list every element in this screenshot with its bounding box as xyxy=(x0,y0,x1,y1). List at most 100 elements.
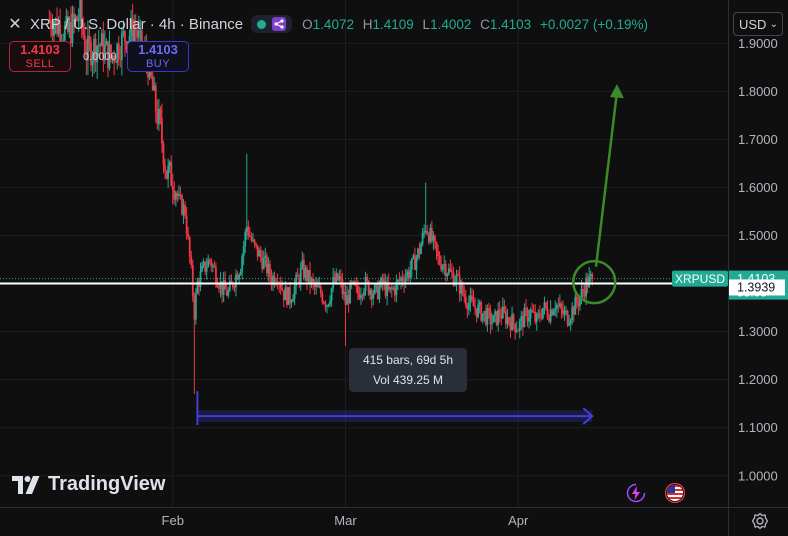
candle-body xyxy=(205,267,208,272)
candle-body xyxy=(301,260,304,268)
candle-body xyxy=(290,301,293,304)
candle-body xyxy=(233,287,236,289)
candle-body xyxy=(344,291,347,305)
candle-series xyxy=(48,0,594,395)
candle-body xyxy=(430,227,433,241)
horizontal-line[interactable] xyxy=(0,278,728,285)
candle-body xyxy=(80,0,83,25)
time-tick-label: Apr xyxy=(508,513,529,528)
candle-body xyxy=(400,277,402,282)
candle-body xyxy=(554,308,557,312)
measure-volume: Vol 439.25 M xyxy=(372,373,444,387)
settings-gear-icon[interactable] xyxy=(751,512,769,530)
candle-body xyxy=(447,268,450,274)
candle-body xyxy=(491,322,493,325)
candle-body xyxy=(256,244,259,257)
price-axis[interactable]: 1.90001.80001.70001.60001.50001.40001.30… xyxy=(728,0,778,536)
candle-body xyxy=(77,19,80,21)
sell-button[interactable]: 1.4103 SELL xyxy=(9,41,71,72)
candle-body xyxy=(333,276,336,283)
candle-body xyxy=(231,282,234,288)
candle-body xyxy=(289,287,291,304)
candle-body xyxy=(381,277,384,284)
close-icon[interactable]: ✕ xyxy=(8,16,22,33)
crosshair-price-tag xyxy=(729,279,785,296)
candle-body xyxy=(90,42,92,66)
tradingview-logo-text: TradingView xyxy=(48,473,166,495)
trend-arrow-line xyxy=(594,91,619,267)
candle-body xyxy=(108,44,111,69)
candle-body xyxy=(153,85,156,91)
candle-body xyxy=(361,295,364,297)
candle-body xyxy=(105,41,108,46)
candle-body xyxy=(517,330,520,332)
candle-body xyxy=(457,274,459,276)
candle-body xyxy=(369,290,372,295)
status-indicators[interactable] xyxy=(251,15,293,33)
candle-body xyxy=(298,276,301,284)
symbol-tag xyxy=(672,270,728,287)
candle-body xyxy=(73,13,75,21)
trend-arrow[interactable] xyxy=(572,84,624,305)
candle-body xyxy=(76,16,79,21)
change-value: +0.0027 (+0.19%) xyxy=(539,16,649,32)
time-tick-label: Feb xyxy=(162,513,184,528)
time-tick-label: Mar xyxy=(334,513,357,528)
candle-body xyxy=(168,161,171,167)
candle-body xyxy=(74,16,77,21)
candle-body xyxy=(191,265,194,297)
lightning-icon[interactable] xyxy=(626,483,646,503)
candle-body xyxy=(122,31,125,33)
candle-body xyxy=(165,170,168,179)
candle-body xyxy=(434,235,436,242)
tradingview-logo[interactable]: TradingView xyxy=(12,473,165,496)
candle-body xyxy=(287,287,290,305)
us-flag-icon[interactable] xyxy=(665,483,685,503)
buy-button[interactable]: 1.4103 BUY xyxy=(127,41,189,72)
candle-body xyxy=(534,311,537,322)
candle-body xyxy=(492,315,495,323)
measure-tooltip: 415 bars, 69d 5h Vol 439.25 M xyxy=(349,348,467,392)
candle-body xyxy=(228,280,231,291)
measure-bars: 415 bars, 69d 5h xyxy=(362,353,454,367)
candle-body xyxy=(409,269,412,278)
candle-body xyxy=(497,309,500,325)
candle-body xyxy=(501,306,504,319)
candle-body xyxy=(199,271,202,287)
candle-body xyxy=(475,308,478,317)
candle-body xyxy=(552,311,555,316)
time-axis[interactable]: Feb Mar Apr xyxy=(0,507,788,529)
candle-body xyxy=(299,267,302,284)
candle-body xyxy=(404,276,407,285)
candle-body xyxy=(548,317,550,322)
candle-body xyxy=(219,281,222,290)
candle-body xyxy=(461,283,464,294)
candle-body xyxy=(363,290,365,296)
candle-body xyxy=(154,85,157,112)
candle-body xyxy=(441,265,444,270)
candle-body xyxy=(137,31,140,38)
candle-body xyxy=(239,271,242,275)
currency-select[interactable]: USD ⌄ xyxy=(733,12,783,36)
price-tick-label: 1.5000 xyxy=(738,228,778,243)
symbol-title[interactable]: XRP / U.S. Dollar · 4h · Binance xyxy=(30,15,244,33)
candle-body xyxy=(329,300,331,305)
low-value: 1.4002 xyxy=(430,16,472,32)
candle-body xyxy=(339,276,342,280)
candle-body xyxy=(167,166,170,179)
candle-body xyxy=(477,304,480,317)
high-label: H xyxy=(362,16,373,32)
candle-body xyxy=(309,270,311,285)
candle-body xyxy=(494,311,497,316)
candle-body xyxy=(543,302,546,308)
date-range-measure[interactable] xyxy=(196,391,594,426)
candle-body xyxy=(386,282,389,297)
candle-body xyxy=(83,35,86,53)
candle-body xyxy=(327,304,330,306)
candle-body xyxy=(178,194,180,196)
candle-body xyxy=(221,281,224,295)
candle-body xyxy=(259,250,262,258)
candle-body xyxy=(389,287,392,290)
candle-body xyxy=(116,43,119,63)
